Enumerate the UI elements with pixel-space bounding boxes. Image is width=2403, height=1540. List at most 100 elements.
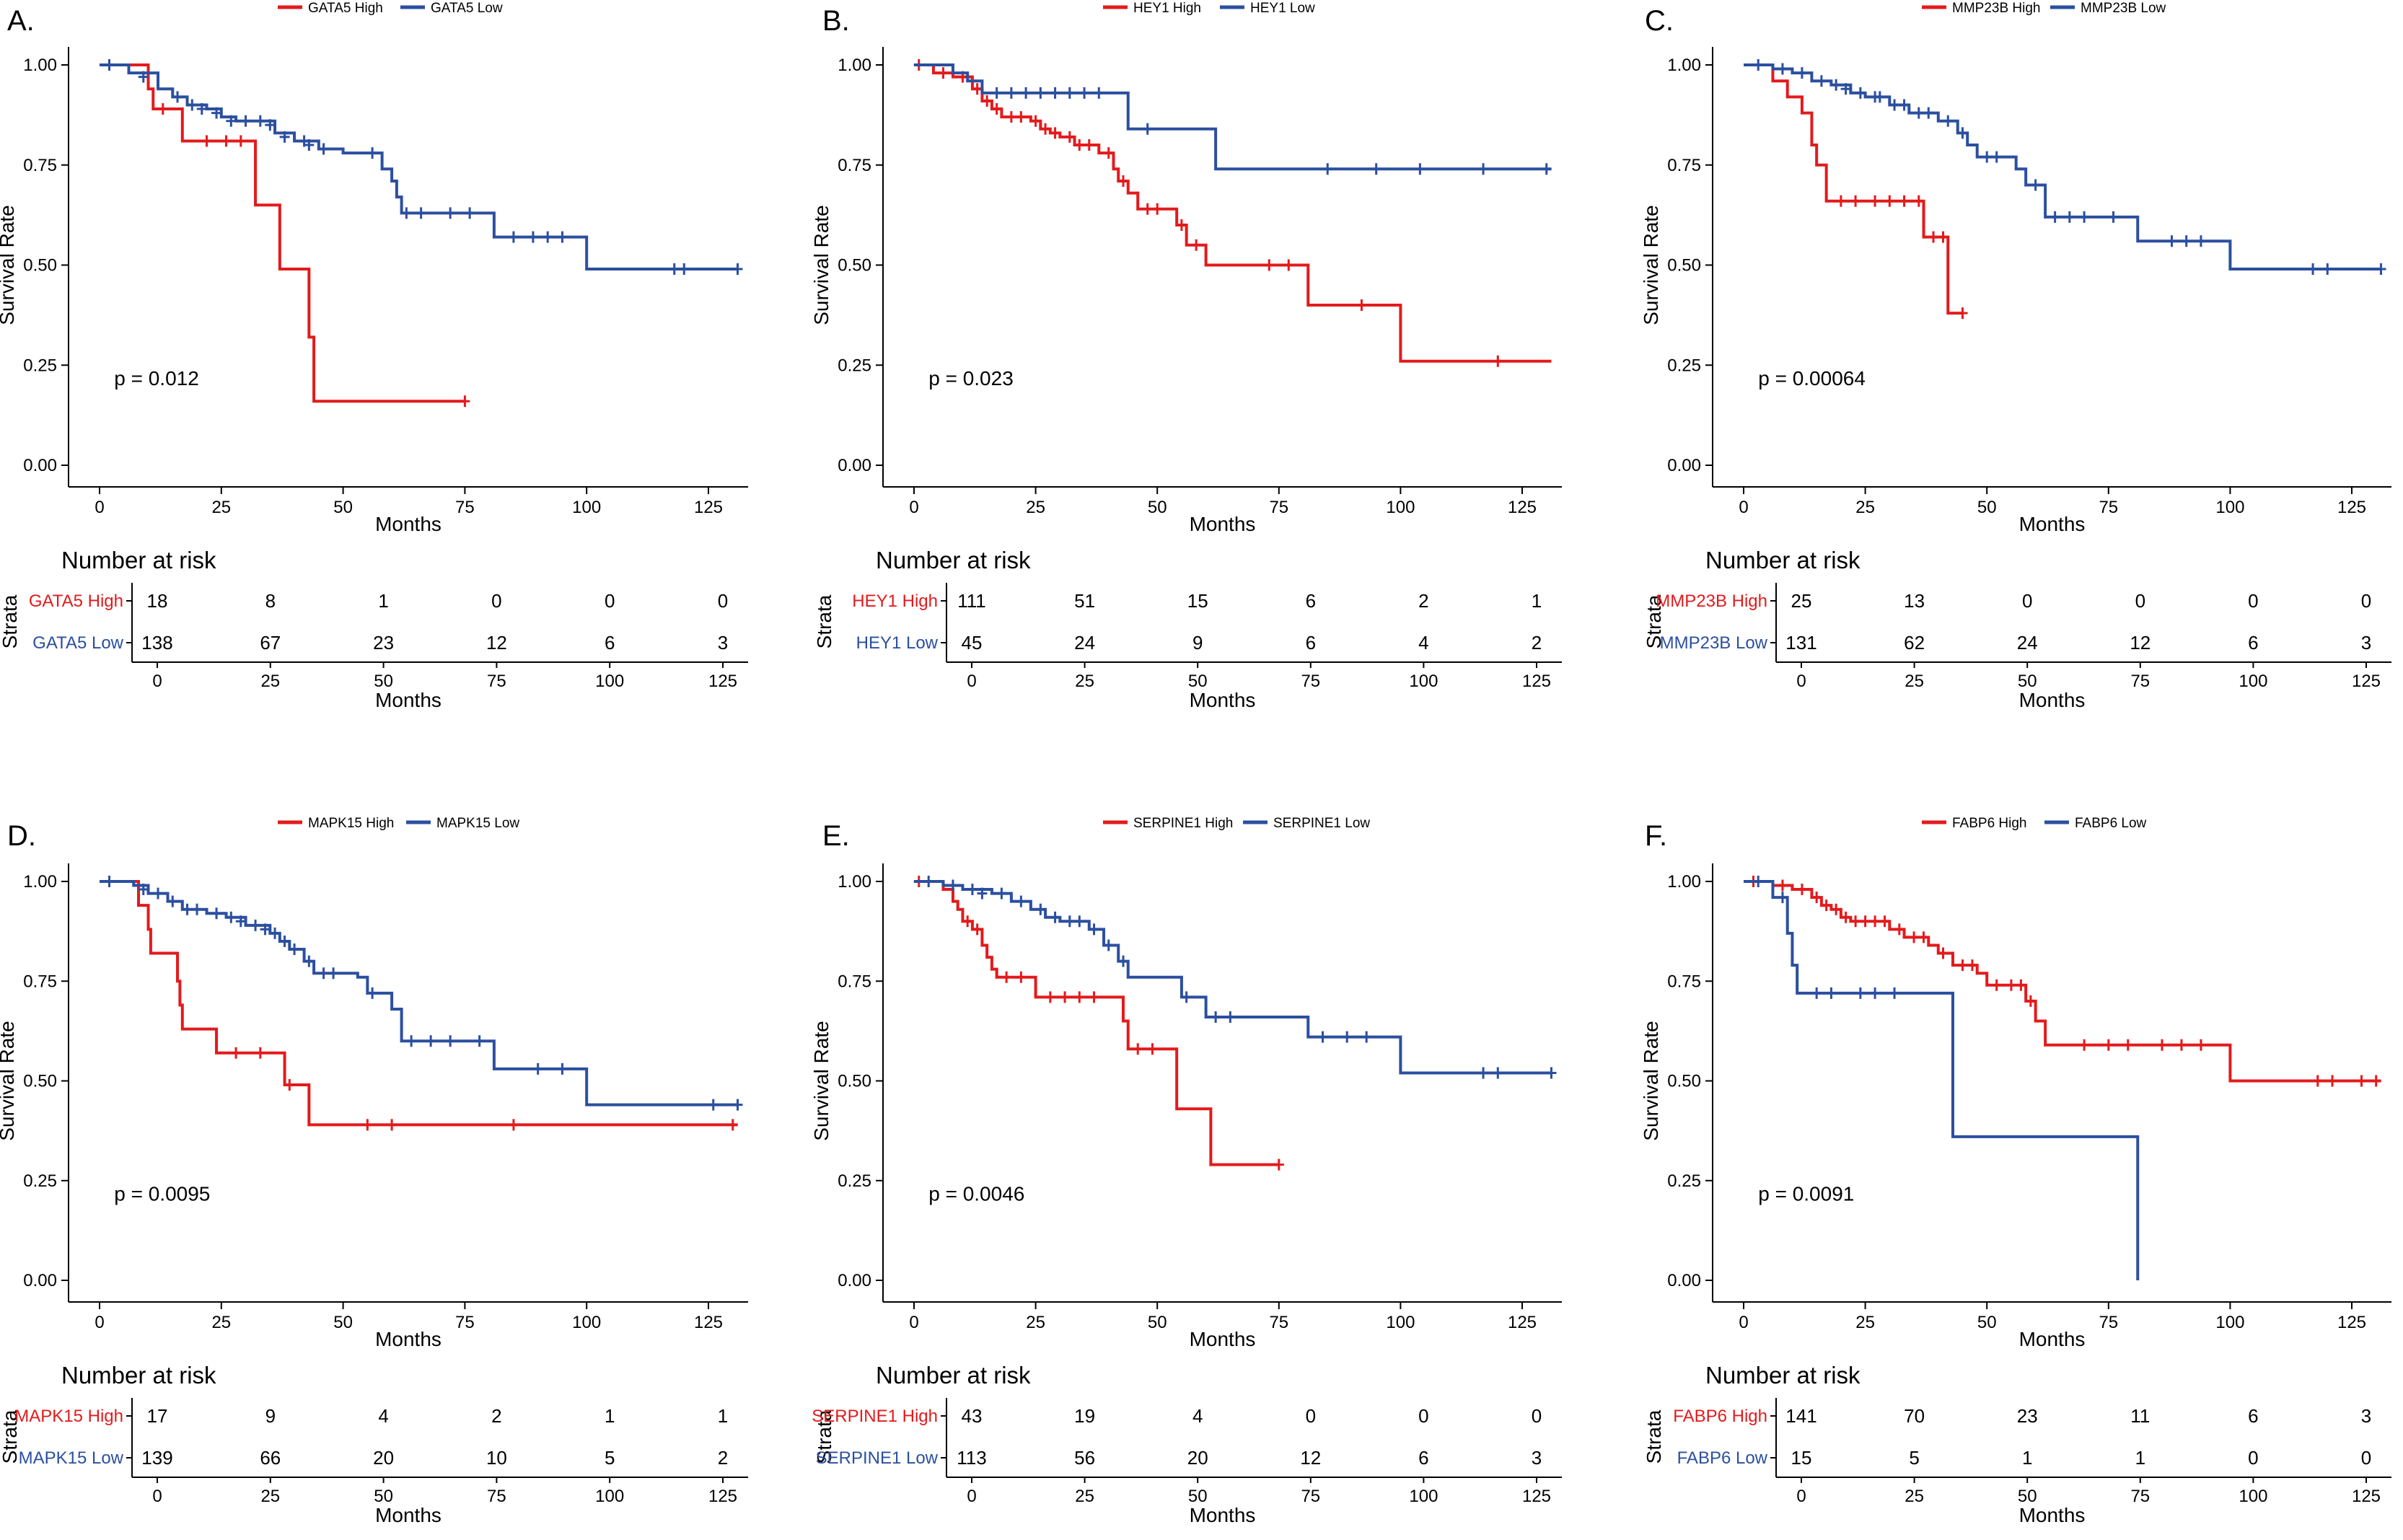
risk-count: 1 [605, 1405, 615, 1427]
censor-mark-low [367, 147, 378, 159]
censor-mark-low [991, 87, 1002, 99]
km-curve-high [100, 63, 465, 403]
censor-mark-high [2103, 1039, 2114, 1051]
censor-mark-low [977, 887, 988, 899]
risk-count: 138 [141, 632, 172, 654]
censor-mark-low [1943, 115, 1954, 127]
series-low [100, 59, 743, 276]
risk-x-tick-label: 125 [2352, 672, 2381, 691]
censor-mark-high [1103, 147, 1114, 159]
x-tick-label: 25 [1855, 498, 1875, 517]
risk-x-tick-label: 100 [1409, 672, 1438, 691]
censor-mark-low [1074, 915, 1085, 928]
km-curve-low [100, 63, 738, 271]
x-tick-label: 125 [694, 498, 723, 517]
risk-x-tick-label: 25 [260, 1487, 280, 1506]
legend-label-low: MAPK15 Low [436, 816, 519, 831]
censor-mark-high [1938, 947, 1949, 959]
risk-x-tick-label: 75 [1301, 1487, 1320, 1506]
risk-count: 3 [2361, 1405, 2371, 1427]
risk-x-tick-label: 75 [487, 672, 506, 691]
risk-table-title: Number at risk [1705, 1362, 1861, 1389]
risk-count: 9 [1192, 632, 1203, 654]
risk-x-tick-label: 25 [1075, 672, 1094, 691]
risk-x-axis-title: Months [2019, 1504, 2086, 1526]
risk-count: 6 [1306, 590, 1316, 612]
y-tick-label: 0.25 [838, 1171, 871, 1191]
censor-mark-high [972, 923, 983, 936]
p-value: p = 0.012 [114, 367, 199, 390]
risk-row-label-low: SERPINE1 Low [816, 1448, 939, 1468]
risk-x-tick-label: 25 [1905, 1487, 1924, 1506]
censor-mark-low [1035, 87, 1046, 99]
axes: 0.00 0.25 0.50 0.75 1.00 0 25 50 75 100 125 Months S… [1640, 863, 2391, 1350]
x-tick-label: 50 [1977, 498, 1997, 517]
risk-count: 15 [1791, 1447, 1812, 1469]
series-low [914, 876, 1557, 1079]
risk-row-label-high: SERPINE1 High [812, 1407, 938, 1426]
censor-mark-low [1982, 151, 1993, 163]
censor-mark-high [221, 135, 232, 147]
legend: MMP23B High MMP23B Low [1922, 1, 2166, 16]
censor-mark-high [1928, 231, 1939, 243]
censor-mark-low [1181, 991, 1192, 1003]
censor-mark-high [2176, 1039, 2187, 1051]
risk-x-axis-title: Months [375, 689, 441, 711]
censor-mark-high [962, 915, 973, 928]
censor-mark-low [557, 231, 568, 243]
x-tick-label: 75 [2099, 1313, 2118, 1332]
censor-mark-high [1879, 915, 1890, 928]
censor-mark-low [211, 907, 222, 920]
x-tick-label: 100 [2215, 498, 2244, 517]
y-tick-label: 1.00 [838, 56, 871, 75]
x-tick-label: 75 [455, 498, 475, 517]
panel-letter: A. [7, 5, 35, 37]
censor-mark-high [235, 135, 246, 147]
panel-letter: E. [822, 820, 850, 852]
censor-mark-low [1089, 923, 1099, 936]
risk-count: 0 [2361, 590, 2371, 612]
km-curve-high [1744, 880, 2381, 1083]
censor-mark-low [416, 207, 426, 219]
risk-x-tick-label: 75 [1301, 672, 1320, 691]
censor-mark-low [1777, 63, 1788, 75]
risk-x-tick-label: 125 [708, 1487, 737, 1506]
y-tick-label: 0.00 [838, 456, 871, 475]
risk-count: 20 [373, 1447, 394, 1469]
y-tick-label: 0.25 [23, 1171, 57, 1191]
censor-mark-high [1918, 931, 1929, 943]
censor-mark-low [1811, 987, 1822, 999]
x-tick-label: 100 [572, 498, 601, 517]
censor-mark-low [104, 59, 115, 71]
censor-mark-low [172, 91, 183, 103]
censor-mark-high [1273, 1158, 1284, 1171]
censor-mark-low [923, 876, 934, 887]
censor-mark-low [508, 231, 519, 243]
axes: 0.00 0.25 0.50 0.75 1.00 0 25 50 75 100 125 Months S… [0, 47, 748, 535]
censor-mark-low [1006, 87, 1016, 99]
censor-mark-low [996, 887, 1007, 899]
y-tick-label: 0.25 [1667, 356, 1701, 375]
risk-count: 66 [260, 1447, 281, 1469]
censor-mark-low [279, 935, 290, 947]
censor-mark-low [1753, 876, 1764, 887]
censor-mark-low [318, 967, 329, 980]
risk-count: 0 [718, 590, 728, 612]
censor-mark-high [1176, 219, 1187, 231]
censor-mark-low [2050, 211, 2060, 223]
censor-mark-low [104, 876, 115, 887]
y-tick-label: 1.00 [1667, 872, 1701, 892]
series-high [100, 880, 738, 1131]
x-tick-label: 75 [455, 1313, 475, 1332]
censor-mark-high [1913, 195, 1924, 207]
censor-mark-high [1796, 884, 1807, 896]
risk-count: 0 [1418, 1405, 1428, 1427]
censor-mark-low [328, 967, 339, 980]
risk-count: 2 [1532, 632, 1542, 654]
x-axis-title: Months [375, 513, 441, 535]
censor-mark-low [708, 1099, 719, 1111]
axes: 0.00 0.25 0.50 0.75 1.00 0 25 50 75 100 125 Months S… [1640, 47, 2391, 535]
y-tick-label: 0.00 [1667, 1271, 1701, 1290]
